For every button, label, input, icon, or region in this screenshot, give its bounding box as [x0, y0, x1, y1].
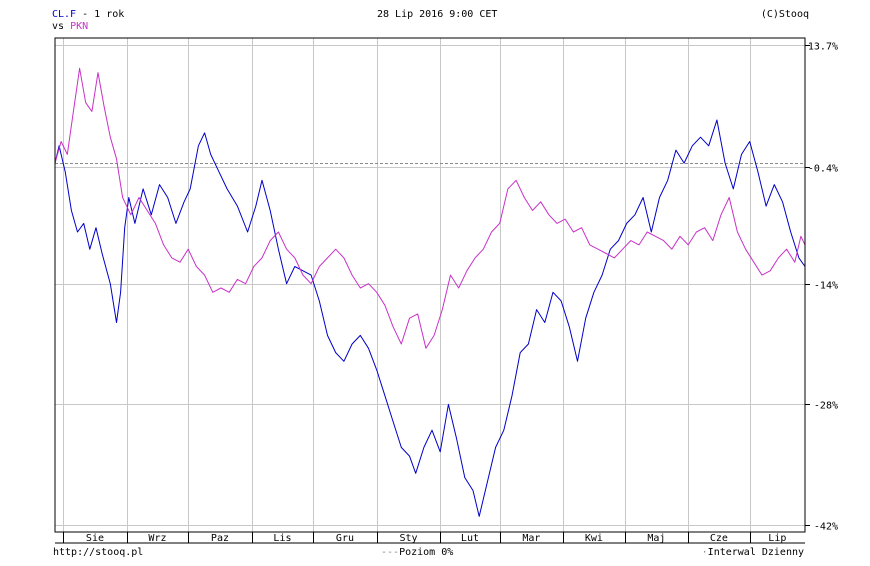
period-label: - 1 rok	[82, 9, 125, 20]
copyright: (C)Stooq	[760, 9, 809, 20]
series-a-label: CL.F	[52, 9, 77, 20]
x-tick-label: Wrz	[148, 533, 166, 544]
series-line-cl-f	[54, 119, 806, 517]
header-line-2: vs PKN	[52, 21, 88, 32]
y-tick-label: -0.4%	[808, 164, 838, 175]
y-tick-label: -14%	[814, 281, 838, 292]
x-tick-label: Sty	[399, 533, 417, 544]
interval-legend: ·Interwal Dzienny	[702, 547, 804, 558]
grid	[55, 38, 805, 532]
y-tick-label: -28%	[814, 401, 838, 412]
x-tick-label: Paz	[211, 533, 229, 544]
vs-label: vs	[52, 21, 65, 32]
level-legend: ---Poziom 0%	[381, 547, 453, 558]
header-line-1: CL.F - 1 rok	[52, 9, 124, 20]
interval-label: Interwal Dzienny	[707, 547, 804, 558]
y-tick-label: 13.7%	[808, 42, 838, 53]
level-label: Poziom 0%	[399, 547, 454, 558]
series-layer	[54, 67, 806, 517]
x-tick-label: Maj	[647, 533, 665, 544]
timestamp: 28 Lip 2016 9:00 CET	[377, 9, 498, 20]
y-tick-label: -42%	[814, 522, 838, 533]
dashed-line-icon: ---	[381, 547, 400, 558]
x-axis: Sie Wrz Paz Lis Gru Sty Lut Mar Kwi Maj Cze Lip	[63, 532, 786, 544]
x-tick-label: Gru	[336, 533, 354, 544]
source-url[interactable]: http://stooq.pl	[53, 547, 144, 558]
series-line-pkn	[54, 67, 806, 349]
tick-mark-icon: ·	[701, 547, 708, 558]
x-tick-label: Lut	[461, 533, 479, 544]
x-tick-label: Cze	[710, 533, 728, 544]
series-b-label: PKN	[70, 21, 89, 32]
x-tick-label: Kwi	[585, 533, 603, 544]
x-tick-label: Mar	[522, 533, 540, 544]
y-axis: 13.7% -0.4% -14% -28% -42%	[805, 42, 838, 533]
x-tick-label: Lip	[768, 533, 786, 544]
x-tick-label: Sie	[86, 533, 104, 544]
x-tick-label: Lis	[273, 533, 291, 544]
